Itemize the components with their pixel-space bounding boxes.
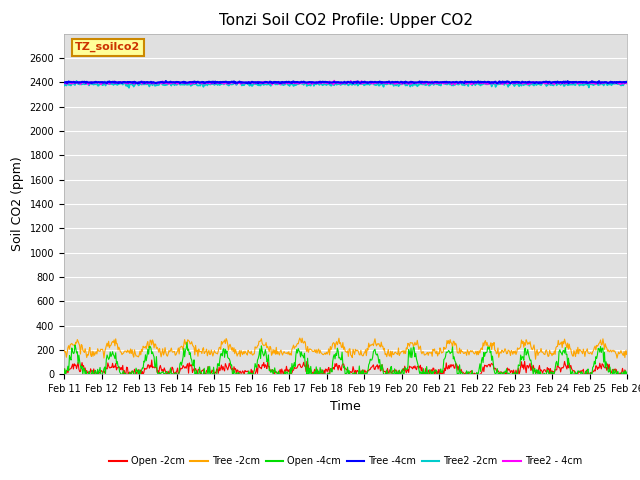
Y-axis label: Soil CO2 (ppm): Soil CO2 (ppm)	[11, 156, 24, 252]
X-axis label: Time: Time	[330, 400, 361, 413]
Title: Tonzi Soil CO2 Profile: Upper CO2: Tonzi Soil CO2 Profile: Upper CO2	[219, 13, 472, 28]
Legend: Open -2cm, Tree -2cm, Open -4cm, Tree -4cm, Tree2 -2cm, Tree2 - 4cm: Open -2cm, Tree -2cm, Open -4cm, Tree -4…	[106, 453, 586, 470]
Text: TZ_soilco2: TZ_soilco2	[76, 42, 141, 52]
